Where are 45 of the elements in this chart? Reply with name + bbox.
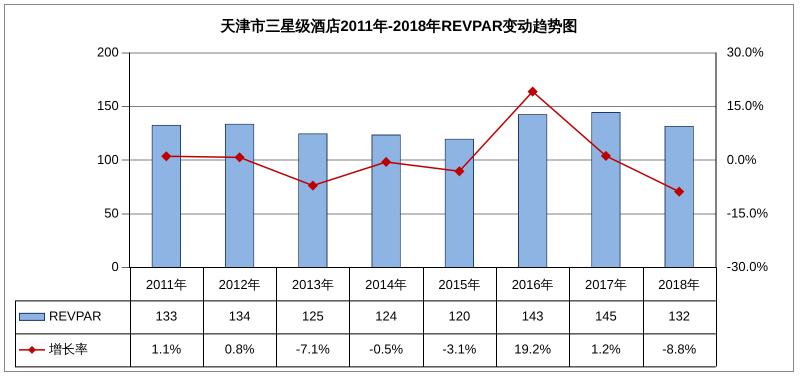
data-label: 1.2%	[591, 341, 622, 356]
y-tick-label: 50	[104, 205, 119, 220]
x-tick-label: 2016年	[512, 276, 554, 292]
data-label: 133	[155, 308, 178, 324]
data-label: 19.2%	[514, 341, 552, 356]
data-label: 0.8%	[224, 341, 255, 356]
x-tick-label: 2014年	[365, 276, 408, 292]
data-label: 1.1%	[152, 341, 182, 356]
data-label: 143	[522, 308, 544, 324]
data-label: -8.8%	[662, 341, 697, 356]
legend-label: REVPAR	[49, 308, 102, 324]
data-label: 124	[375, 308, 397, 324]
y2-tick-label: 0.0%	[726, 152, 757, 167]
y-tick-label: 150	[96, 98, 119, 114]
y2-tick-label: -15.0%	[726, 205, 768, 220]
data-label: -7.1%	[296, 341, 330, 356]
data-label: 125	[302, 308, 324, 324]
x-tick-label: 2013年	[292, 276, 334, 292]
data-label: 120	[448, 308, 470, 324]
data-label: -0.5%	[369, 341, 404, 356]
chart-title: 天津市三星级酒店2011年-2018年REVPAR变动趋势图	[219, 17, 578, 36]
data-label: -3.1%	[442, 341, 477, 356]
legend-label: 增长率	[48, 341, 88, 356]
data-label: 145	[595, 308, 617, 324]
point	[308, 180, 318, 190]
point	[234, 152, 244, 162]
y-tick-label: 200	[96, 44, 119, 60]
x-tick-label: 2018年	[658, 276, 700, 292]
point	[601, 151, 611, 161]
x-tick-label: 2011年	[146, 276, 187, 292]
point	[674, 186, 684, 196]
point	[528, 86, 538, 96]
y-tick-label: 0	[111, 258, 119, 274]
x-tick-label: 2017年	[584, 276, 627, 292]
y-tick-label: 100	[96, 152, 119, 167]
x-tick-label: 2012年	[218, 276, 261, 292]
point	[162, 152, 172, 162]
point	[381, 157, 391, 167]
x-tick-label: 2015年	[438, 276, 480, 292]
data-label: 134	[228, 308, 250, 324]
data-label: 132	[668, 308, 690, 324]
y2-tick-label: 30.0%	[726, 44, 764, 60]
y2-tick-label: -30.0%	[726, 258, 768, 274]
y2-tick-label: 15.0%	[726, 98, 764, 114]
point	[454, 166, 464, 176]
